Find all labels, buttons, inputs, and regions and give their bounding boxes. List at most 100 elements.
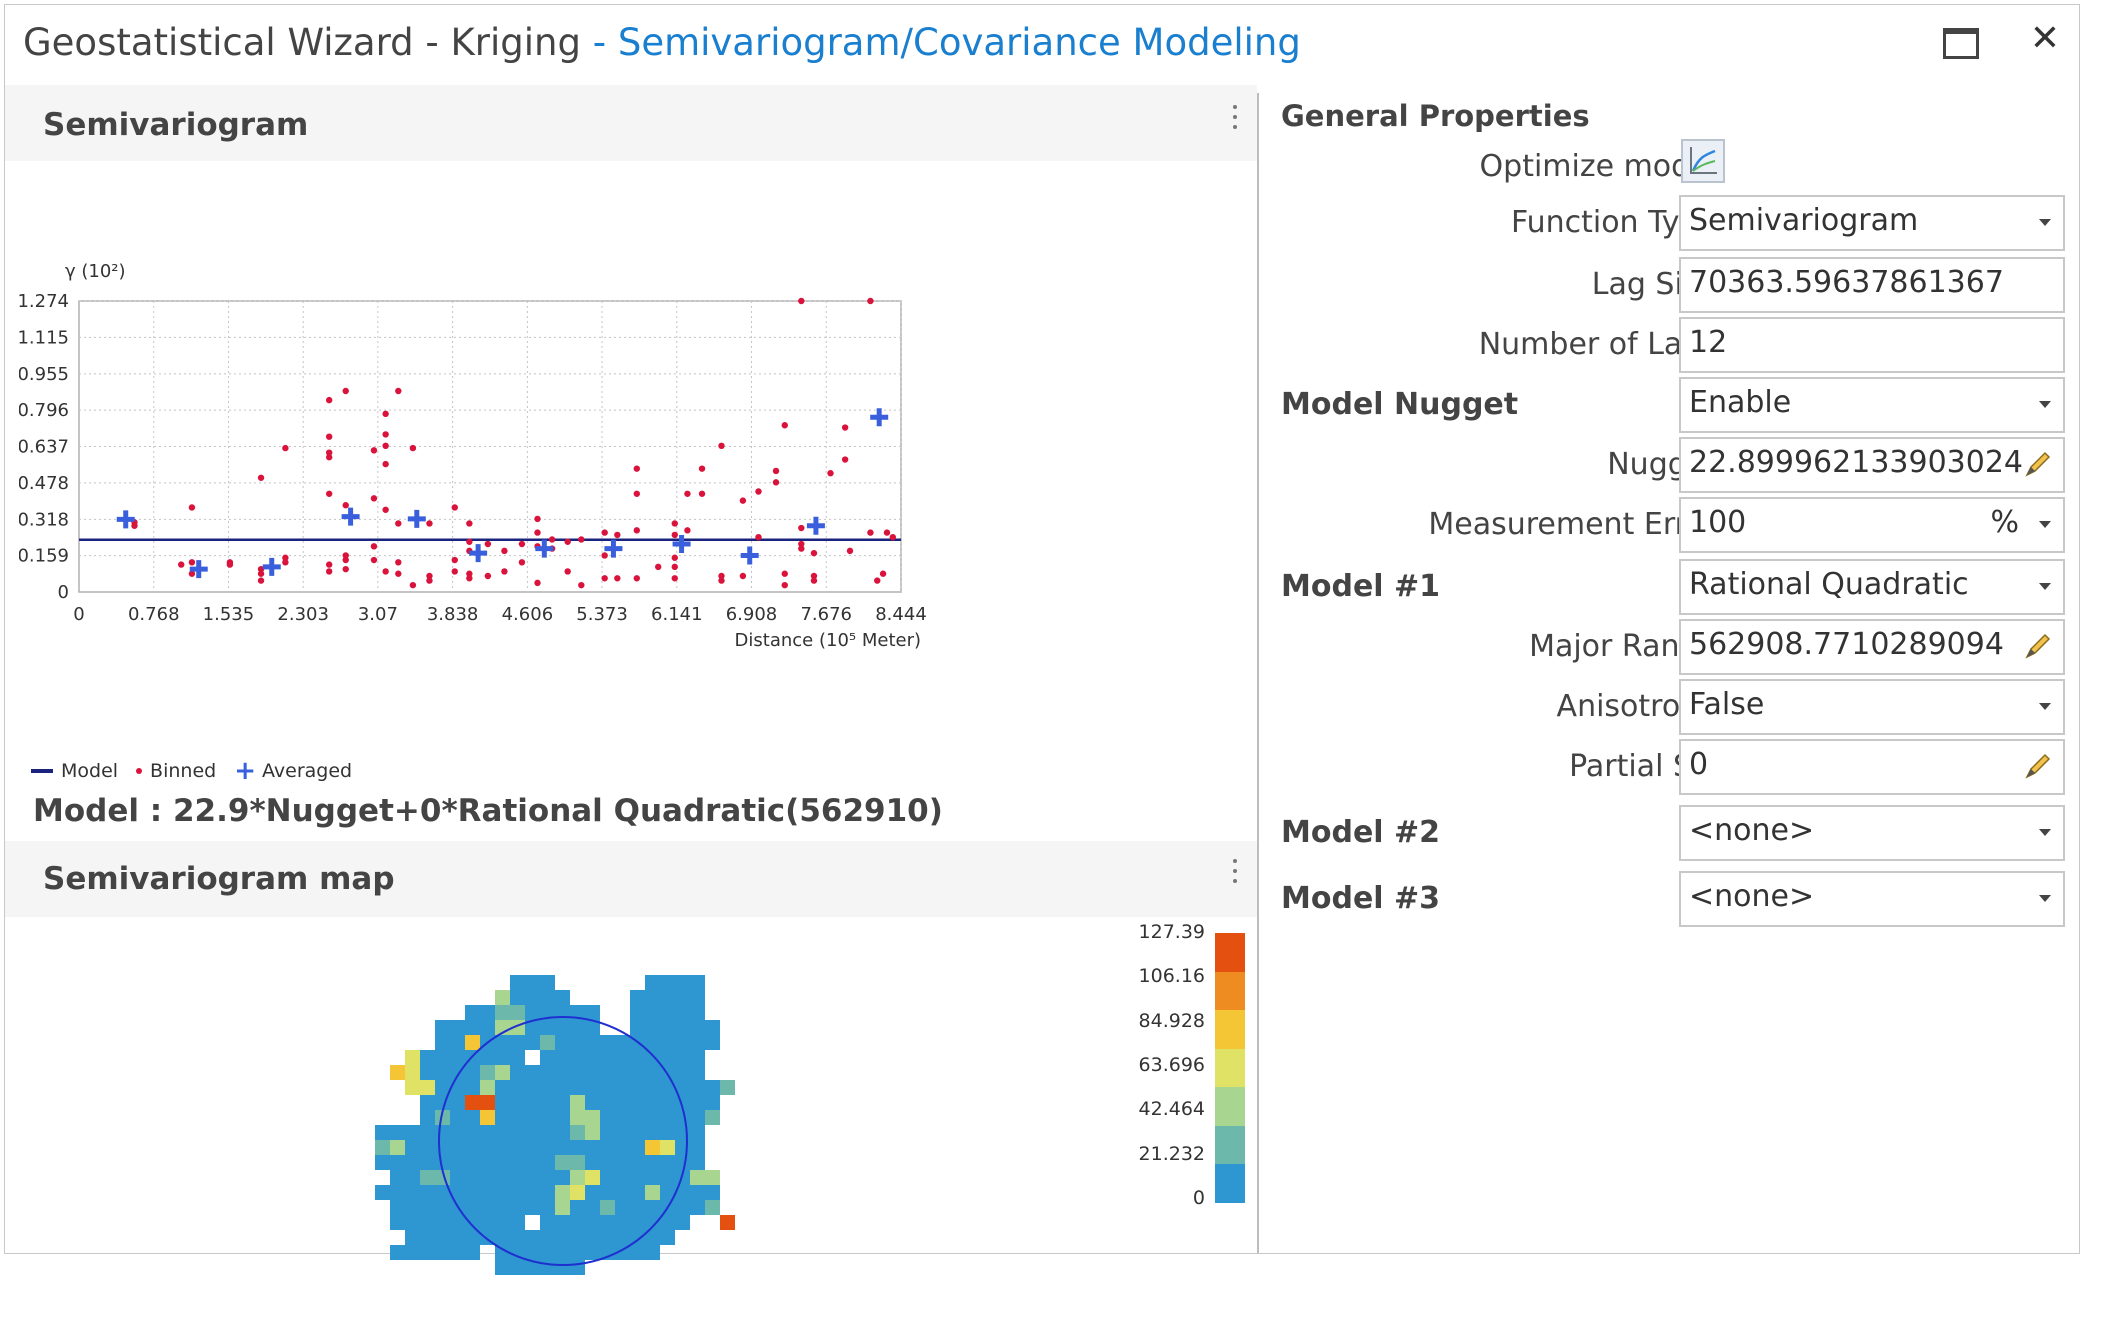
chart-optimize-icon: [1690, 147, 1717, 174]
colorbar-label: 84.928: [1138, 1009, 1205, 1032]
model1-select[interactable]: Rational Quadratic: [1679, 559, 2065, 615]
map-cell: [420, 1125, 435, 1140]
map-cell: [720, 1080, 735, 1095]
colorbar-label: 127.39: [1138, 921, 1205, 943]
map-cell: [630, 1020, 645, 1035]
colorbar-label: 63.696: [1138, 1053, 1205, 1076]
map-cell: [675, 975, 690, 990]
map-cell: [690, 1020, 705, 1035]
optimize-model-button[interactable]: [1681, 139, 1725, 183]
map-cell: [660, 1155, 675, 1170]
map-cell: [510, 1140, 525, 1155]
x-tick-label: 2.303: [277, 604, 329, 625]
binned-point: [867, 297, 874, 305]
map-cell: [480, 1005, 495, 1020]
binned-point: [451, 556, 458, 564]
map-cell: [600, 1125, 615, 1140]
map-cell: [660, 1140, 675, 1155]
map-cell: [450, 1215, 465, 1230]
partial-sill-input[interactable]: 0: [1679, 739, 2065, 795]
chevron-down-icon: [2039, 703, 2051, 710]
map-cell: [465, 1020, 480, 1035]
map-cell: [675, 1035, 690, 1050]
colorbar-segment: [1215, 1125, 1245, 1165]
semivariogram-header: Semivariogram: [5, 85, 1257, 161]
anisotropy-select[interactable]: False: [1679, 679, 2065, 735]
map-cell: [660, 1020, 675, 1035]
model-nugget-select[interactable]: Enable: [1679, 377, 2065, 433]
function-type-value: Semivariogram: [1689, 203, 1919, 238]
map-cell: [585, 1230, 600, 1245]
map-cell: [510, 990, 525, 1005]
major-range-input[interactable]: 562908.7710289094: [1679, 619, 2065, 675]
map-cell: [675, 1110, 690, 1125]
map-cell: [630, 1125, 645, 1140]
map-cell: [465, 1230, 480, 1245]
map-cell: [540, 990, 555, 1005]
binned-point: [798, 524, 805, 532]
map-cell: [450, 1080, 465, 1095]
map-cell: [480, 1140, 495, 1155]
binned-point: [382, 460, 389, 468]
map-cell: [525, 1230, 540, 1245]
binned-point: [325, 454, 333, 461]
map-cell: [540, 1245, 555, 1260]
measurement-error-row: Measurement Error 100%: [1261, 497, 2081, 553]
nugget-input[interactable]: 22.899962133903024: [1679, 437, 2065, 493]
model3-select[interactable]: <none>: [1679, 871, 2065, 927]
semivariogram-more-icon[interactable]: [1231, 101, 1239, 145]
map-cell: [675, 1215, 690, 1230]
map-cell: [465, 1200, 480, 1215]
map-cell: [450, 1185, 465, 1200]
close-button[interactable]: ✕: [2029, 18, 2061, 59]
map-cell: [660, 990, 675, 1005]
map-cell: [690, 990, 705, 1005]
map-cell: [465, 1110, 480, 1125]
map-cell: [555, 1095, 570, 1110]
map-cell: [705, 1110, 720, 1125]
map-cell: [495, 1230, 510, 1245]
map-cell: [690, 1200, 705, 1215]
measurement-error-input[interactable]: 100%: [1679, 497, 2065, 553]
model2-row: Model #2 <none>: [1261, 805, 2081, 861]
lag-size-input[interactable]: 70363.59637861367: [1679, 257, 2065, 313]
map-more-icon[interactable]: [1231, 855, 1239, 899]
model2-select[interactable]: <none>: [1679, 805, 2065, 861]
pencil-edit-icon[interactable]: [2021, 629, 2055, 663]
averaged-point: [870, 408, 889, 427]
binned-point: [633, 490, 640, 497]
averaged-point: [672, 535, 691, 554]
map-cell: [450, 1155, 465, 1170]
binned-point: [342, 502, 349, 509]
map-cell: [645, 1200, 660, 1215]
map-cell: [510, 1035, 525, 1050]
colorbar-segment: [1215, 1048, 1245, 1088]
map-cell: [540, 1170, 555, 1185]
function-type-select[interactable]: Semivariogram: [1679, 195, 2065, 251]
legend-averaged: + Averaged: [234, 758, 352, 784]
map-cell: [705, 1170, 720, 1185]
map-cell: [420, 1140, 435, 1155]
map-cell: [660, 1050, 675, 1065]
maximize-button[interactable]: [1935, 19, 1981, 59]
map-cell: [570, 1065, 585, 1080]
map-cell: [450, 1140, 465, 1155]
map-cell: [570, 1155, 585, 1170]
major-range-row: Major Range 562908.7710289094: [1261, 619, 2081, 675]
pencil-edit-icon[interactable]: [2021, 749, 2055, 783]
map-cell: [570, 1230, 585, 1245]
pencil-edit-icon[interactable]: [2021, 447, 2055, 481]
map-cell: [495, 1005, 510, 1020]
map-cell: [645, 1170, 660, 1185]
map-cell: [570, 1185, 585, 1200]
binned-point: [698, 465, 706, 472]
number-of-lags-input[interactable]: 12: [1679, 317, 2065, 373]
pane-divider[interactable]: [1257, 93, 1259, 1253]
map-cell: [480, 1155, 495, 1170]
binned-point: [614, 575, 621, 582]
binned-point: [810, 572, 818, 580]
map-cell: [600, 1035, 615, 1050]
chevron-down-icon: [2039, 401, 2051, 408]
measurement-error-label: Measurement Error: [1428, 507, 1717, 542]
model-nugget-label: Model Nugget: [1281, 387, 1519, 422]
